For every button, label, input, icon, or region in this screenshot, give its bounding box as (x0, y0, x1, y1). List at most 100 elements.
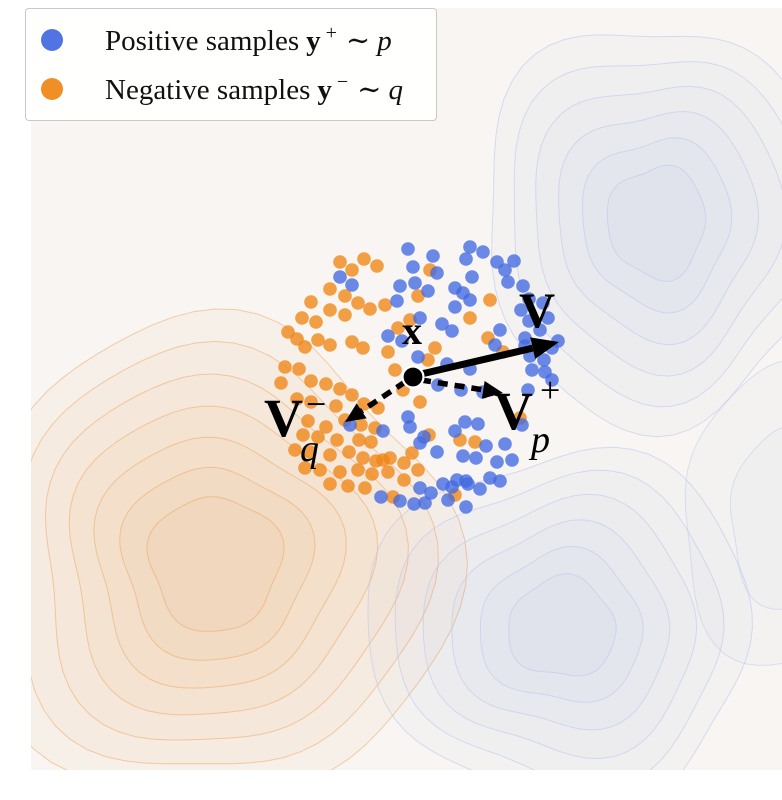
positive-sample-point (403, 420, 417, 434)
positive-sample-point (498, 263, 512, 277)
positive-sample-point (413, 481, 427, 495)
positive-sample-point (435, 317, 449, 331)
negative-sample-point (309, 315, 323, 329)
positive-sample-point (501, 275, 515, 289)
negative-sample-point (329, 399, 343, 413)
tilde-symbol: ∼ (345, 24, 371, 57)
positive-density-p-lower-level (394, 469, 725, 770)
positive-sample-point (411, 350, 425, 364)
vector-V_p^+ (420, 377, 484, 393)
negative-sample-point (295, 311, 309, 325)
label-v: V (519, 282, 555, 338)
positive-density-p-topsliver-level (684, 360, 782, 666)
positive-sample-point (413, 311, 427, 325)
positive-sample-point (541, 311, 555, 325)
negative-sample-point (363, 302, 377, 316)
negative-sample-point (292, 362, 306, 376)
legend-sup-positive: + (325, 21, 337, 44)
negative-sample-point (298, 461, 312, 475)
positive-sample-point (417, 430, 431, 444)
positive-sample-point (471, 417, 485, 431)
negative-sample-point (356, 451, 370, 465)
positive-sample-point (448, 424, 462, 438)
label-vq-sup: − (306, 384, 326, 424)
vector-V_q^- (360, 379, 407, 414)
negative-sample-point (378, 298, 392, 312)
negative-sample-point (311, 430, 325, 444)
negative-sample-point (288, 443, 302, 457)
negative-sample-point (381, 345, 395, 359)
positive-sample-point (479, 439, 493, 453)
positive-sample-point (393, 494, 407, 508)
positive-density-p-upper-level (513, 61, 782, 408)
positive-sample-point (533, 323, 547, 337)
negative-sample-point (351, 296, 365, 310)
positive-density-p-upper-level (558, 110, 760, 346)
legend-item-positive: Positive samples y + ∼ p (41, 21, 436, 58)
negative-sample-marker (41, 78, 63, 100)
positive-sample-point (522, 314, 536, 328)
positive-sample-point (537, 353, 551, 367)
negative-sample-point (428, 341, 442, 355)
positive-sample-point (459, 252, 473, 266)
positive-density-p-upper-level (581, 137, 733, 314)
negative-sample-point (397, 473, 411, 487)
positive-sample-point (469, 451, 483, 465)
negative-sample-point (397, 456, 411, 470)
vector-V_p^+-head (481, 380, 503, 399)
positive-density-p-lower-level (367, 446, 753, 770)
negative-sample-point (357, 397, 371, 411)
tilde-symbol: ∼ (357, 73, 382, 106)
negative-sample-point (304, 295, 318, 309)
positive-sample-point (441, 493, 455, 507)
positive-sample-point (418, 496, 432, 510)
negative-sample-point (319, 377, 333, 391)
positive-sample-point (516, 279, 530, 293)
negative-sample-point (296, 428, 310, 442)
positive-sample-point (376, 424, 390, 438)
label-vq-main: V (264, 388, 303, 448)
positive-sample-point (514, 303, 528, 317)
negative-sample-point (351, 463, 365, 477)
negative-sample-point (319, 420, 333, 434)
negative-sample-point (333, 255, 347, 269)
negative-sample-point (352, 433, 366, 447)
negative-sample-point (364, 435, 378, 449)
positive-sample-point (406, 260, 420, 274)
positive-sample-point (522, 292, 536, 306)
negative-sample-point (357, 252, 371, 266)
negative-sample-point (323, 303, 337, 317)
positive-sample-point (525, 363, 539, 377)
legend-sup-negative: − (336, 70, 349, 93)
positive-density-p-upper-level (606, 164, 707, 283)
positive-sample-point (374, 490, 388, 504)
negative-sample-point (376, 453, 390, 467)
positive-sample-point (465, 270, 479, 284)
positive-sample-point (390, 294, 404, 308)
positive-sample-point (536, 296, 550, 310)
positive-sample-point (507, 254, 521, 268)
negative-sample-point (345, 335, 359, 349)
negative-density-q-level (119, 466, 316, 661)
negative-sample-point (338, 289, 352, 303)
negative-sample-point (413, 395, 427, 409)
legend-item-negative-text: Negative samples y − ∼ q (105, 70, 403, 107)
negative-sample-point (342, 445, 356, 459)
negative-sample-point (304, 395, 318, 409)
label-vp-sub: p (528, 419, 550, 461)
negative-sample-point (365, 467, 379, 481)
positive-sample-point (463, 240, 477, 254)
negative-density-q-level (31, 340, 439, 765)
negative-sample-point (358, 481, 372, 495)
positive-sample-point (538, 365, 552, 379)
negative-sample-point (411, 463, 425, 477)
positive-density-p-upper-level (535, 85, 782, 377)
negative-sample-point (323, 477, 337, 491)
legend-label-negative: Negative samples (105, 73, 311, 106)
negative-sample-point (311, 333, 325, 347)
positive-sample-point (426, 249, 440, 263)
positive-sample-point (424, 486, 438, 500)
positive-sample-marker (41, 29, 63, 51)
x-point-dot (401, 365, 425, 389)
